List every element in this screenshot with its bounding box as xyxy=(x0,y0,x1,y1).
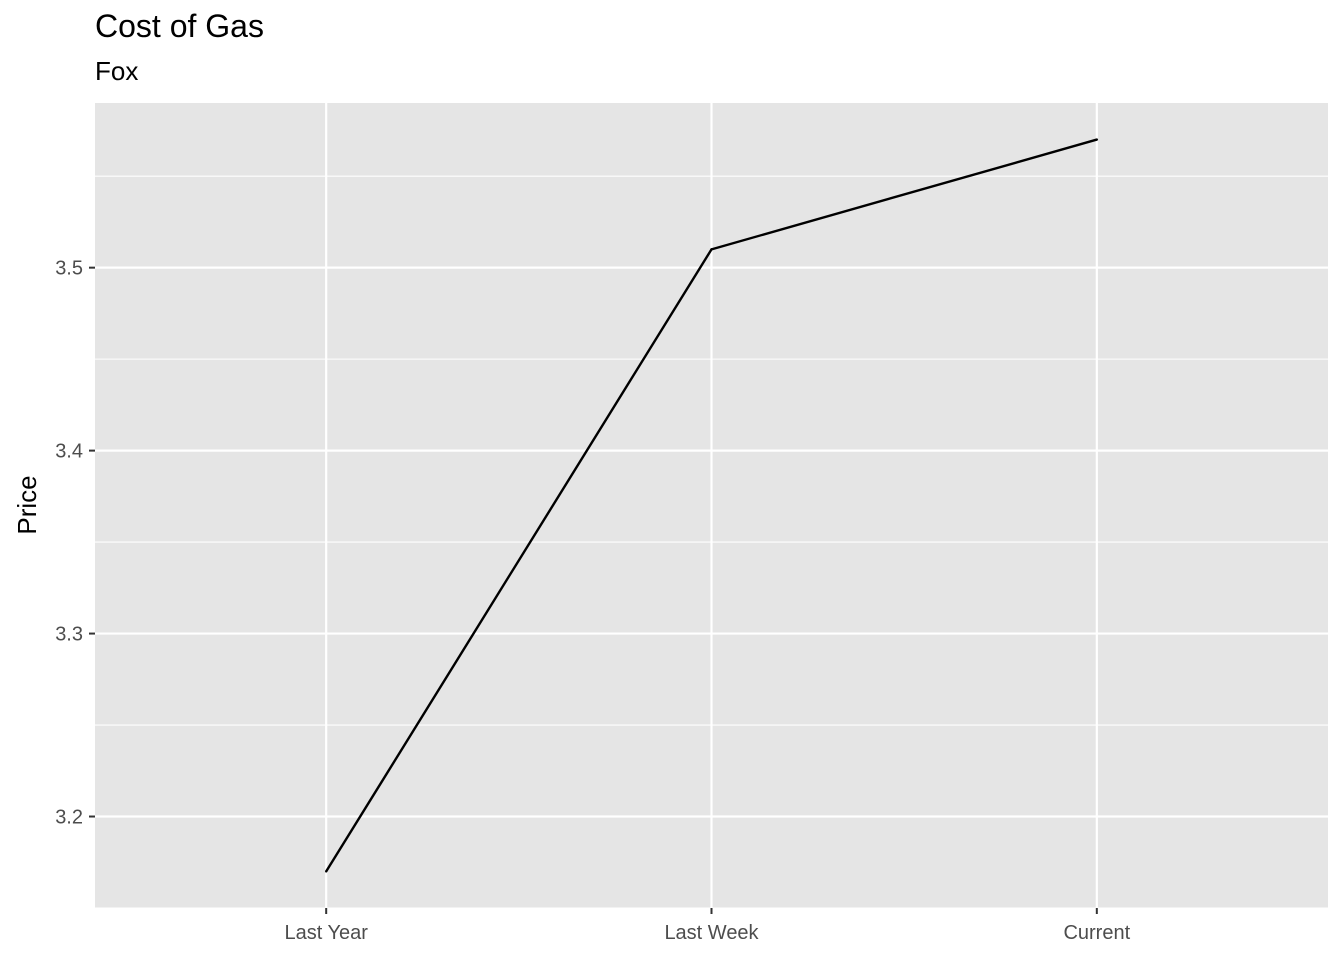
y-axis-label: Price xyxy=(12,475,42,534)
major-gridlines xyxy=(95,103,1328,908)
series-layer xyxy=(324,138,1099,873)
x-axis: Last Year Last Week Current xyxy=(284,908,1131,944)
y-tick-label: 3.4 xyxy=(55,441,83,463)
data-point xyxy=(1095,138,1099,141)
x-tick-label: Last Week xyxy=(664,922,759,944)
y-tick-label: 3.2 xyxy=(55,807,83,829)
data-point xyxy=(324,870,328,873)
x-tick-label: Last Year xyxy=(284,922,368,944)
y-tick-label: 3.5 xyxy=(55,258,83,280)
data-point xyxy=(710,248,713,251)
y-tick-label: 3.3 xyxy=(55,624,83,646)
x-tick-label: Current xyxy=(1063,922,1130,944)
y-axis: 3.2 3.3 3.4 3.5 xyxy=(55,258,95,829)
chart-subtitle: Fox xyxy=(95,56,139,86)
chart-title: Cost of Gas xyxy=(95,8,264,44)
